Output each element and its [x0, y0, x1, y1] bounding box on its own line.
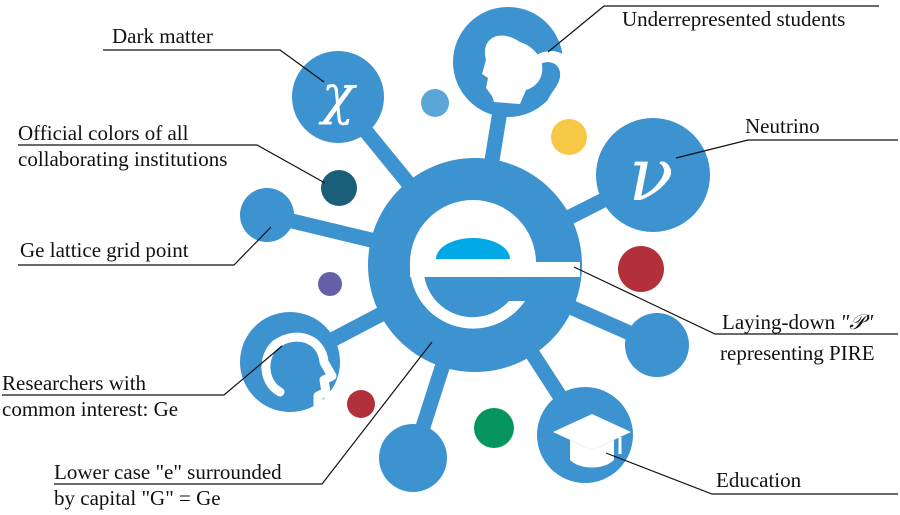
node-neutrino — [596, 118, 710, 232]
label-neutrino: Neutrino — [745, 114, 820, 138]
label-underrepresented-students: Underrepresented students — [622, 7, 846, 31]
dot-green — [474, 408, 514, 448]
label-ge-lattice-grid-point: Ge lattice grid point — [20, 238, 189, 262]
dot-purple — [318, 272, 342, 296]
label-researchers-line1: Researchers with — [2, 371, 147, 395]
network-nodes — [240, 7, 710, 492]
label-education: Education — [716, 468, 802, 492]
central-ge-logo — [368, 158, 582, 372]
chi-letter-icon: χ — [318, 63, 358, 126]
leader-researchers — [2, 345, 283, 396]
dot-red-large — [618, 246, 664, 292]
node-ge-lattice — [240, 188, 294, 242]
male-head-back-outline — [261, 339, 285, 397]
label-laying-down-text: Laying-down — [722, 310, 836, 334]
label-representing-pire: representing PIRE — [720, 341, 875, 365]
leader-underrepresented — [547, 5, 879, 53]
dot-dark-teal — [321, 170, 357, 206]
label-official-colors-line1: Official colors of all — [18, 121, 189, 145]
node-dark-matter — [292, 51, 384, 143]
dot-red-small — [347, 390, 375, 418]
male-head-silhouette-icon — [271, 332, 337, 413]
leader-lines — [2, 5, 898, 495]
label-laying-down-symbol: "𝒫" — [840, 310, 874, 334]
node-researchers — [240, 312, 340, 412]
dot-yellow — [551, 119, 587, 155]
label-laying-down-p: Laying-down "𝒫" — [722, 309, 873, 335]
ponytail-icon — [538, 50, 571, 112]
leader-neutrino — [675, 139, 898, 159]
center-e-cyan-eye — [436, 238, 510, 259]
leader-ge-lattice — [18, 226, 272, 266]
center-e-upper-white — [410, 200, 536, 263]
label-official-colors-line2: collaborating institutions — [18, 147, 228, 171]
leader-laying-down-p — [573, 266, 898, 335]
color-dots — [318, 89, 664, 448]
node-icons: χν — [261, 35, 674, 468]
graduation-cap-icon — [553, 414, 631, 450]
female-head-silhouette-icon — [482, 35, 543, 105]
center-e-lower-arc — [409, 262, 525, 329]
leader-official-colors — [18, 144, 326, 184]
label-researchers-line2: common interest: Ge — [2, 397, 179, 421]
leader-lower-case-e — [54, 341, 433, 485]
center-e-bar — [410, 262, 580, 277]
label-lower-case-e-line1: Lower case "e" surrounded — [54, 460, 282, 484]
node-lattice-right — [625, 313, 689, 377]
nu-letter-icon: ν — [629, 132, 674, 218]
dot-light-blue — [421, 89, 449, 117]
leader-education — [605, 452, 898, 495]
label-dark-matter: Dark matter — [112, 24, 213, 48]
leader-dark-matter — [103, 49, 325, 83]
graduation-cap-base — [570, 440, 614, 468]
label-lower-case-e-line2: by capital "G" = Ge — [54, 486, 221, 510]
node-lattice-bottom — [379, 424, 447, 492]
